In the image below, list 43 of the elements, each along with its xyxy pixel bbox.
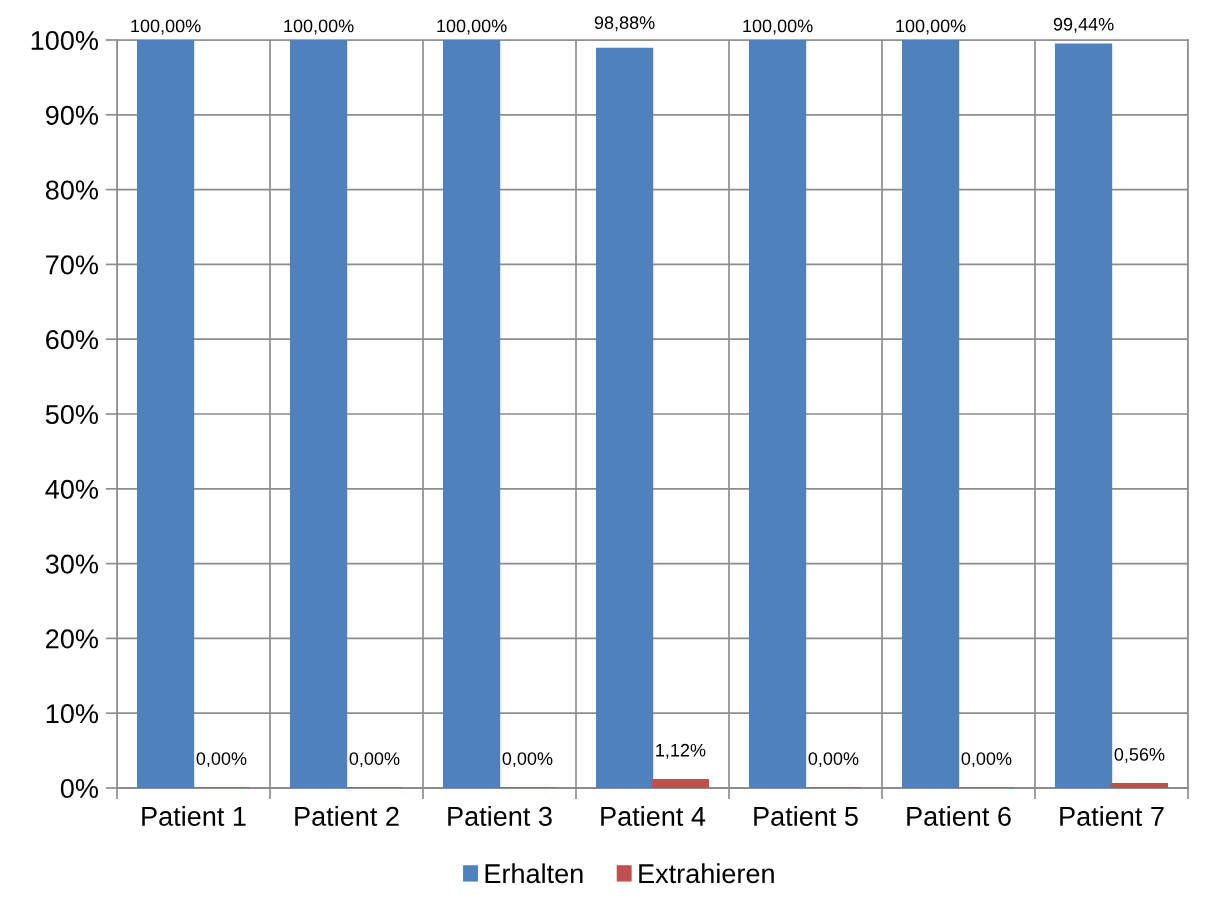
data-label: 0,56% bbox=[1114, 748, 1165, 763]
bar bbox=[651, 778, 710, 788]
data-label: 100,00% bbox=[743, 19, 813, 35]
data-label: 100,00% bbox=[131, 19, 201, 35]
data-label: 0,00% bbox=[349, 752, 400, 768]
data-label: 0,00% bbox=[808, 752, 859, 768]
legend-label: Extrahieren bbox=[639, 863, 774, 884]
y-tick-label: 90% bbox=[46, 105, 98, 125]
bar bbox=[289, 40, 348, 788]
x-tick-label: Patient 7 bbox=[1060, 806, 1164, 826]
bar bbox=[595, 47, 654, 788]
bar bbox=[1054, 43, 1113, 788]
data-label: 99,44% bbox=[1053, 17, 1114, 33]
x-tick-label: Patient 1 bbox=[142, 806, 246, 826]
y-tick-label: 80% bbox=[45, 180, 98, 200]
x-tick-label: Patient 5 bbox=[754, 806, 858, 826]
x-tick-label: Patient 4 bbox=[601, 806, 706, 826]
x-tick-label: Patient 6 bbox=[907, 806, 1011, 826]
bar bbox=[442, 40, 501, 788]
data-label: 0,00% bbox=[502, 752, 553, 768]
data-label: 0,00% bbox=[961, 752, 1012, 768]
x-tick-label: Patient 2 bbox=[295, 806, 399, 826]
x-tick-label: Patient 3 bbox=[448, 806, 552, 826]
data-label: 100,00% bbox=[284, 19, 354, 35]
bar bbox=[748, 40, 807, 788]
y-tick-label: 20% bbox=[46, 629, 98, 649]
y-tick-label: 50% bbox=[45, 404, 98, 425]
y-tick-label: 0% bbox=[60, 778, 98, 799]
y-tick-label: 10% bbox=[46, 704, 98, 724]
bar bbox=[136, 40, 195, 788]
bar bbox=[1110, 783, 1169, 788]
data-label: 98,88% bbox=[594, 16, 655, 32]
data-label: 1,12% bbox=[656, 743, 706, 759]
data-label: 100,00% bbox=[896, 19, 966, 35]
y-tick-label: 100% bbox=[31, 30, 98, 51]
bar bbox=[901, 40, 960, 788]
y-tick-label: 30% bbox=[45, 554, 98, 574]
data-label: 0,00% bbox=[196, 752, 247, 768]
y-tick-label: 70% bbox=[46, 255, 98, 275]
y-tick-label: 60% bbox=[46, 330, 98, 350]
legend-label: Erhalten bbox=[485, 863, 583, 884]
data-label: 100,00% bbox=[437, 19, 507, 35]
y-tick-label: 40% bbox=[45, 479, 98, 499]
